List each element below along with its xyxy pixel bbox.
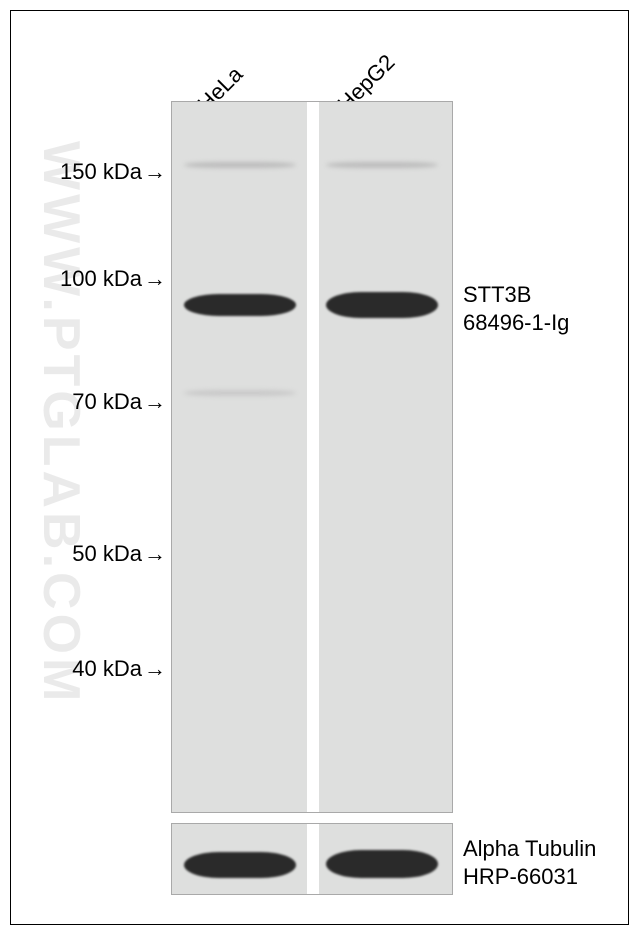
arrow-icon: → xyxy=(144,541,166,567)
loading-catalog: HRP-66031 xyxy=(463,863,596,891)
marker-label: 150 kDa xyxy=(60,159,142,185)
arrow-icon: → xyxy=(144,656,166,682)
band-lane2-tubulin xyxy=(326,850,438,878)
target-name: STT3B xyxy=(463,281,569,309)
arrow-icon: → xyxy=(144,266,166,292)
lane-gap xyxy=(307,824,319,894)
lane-gap xyxy=(307,102,319,812)
band-lane1-70k xyxy=(184,390,296,396)
marker-150: 150 kDa→ xyxy=(11,159,166,185)
loading-label: Alpha Tubulin HRP-66031 xyxy=(463,835,596,890)
band-lane2-stt3b xyxy=(326,292,438,318)
marker-40: 40 kDa→ xyxy=(11,656,166,682)
band-lane1-150k xyxy=(184,162,296,168)
marker-label: 70 kDa xyxy=(72,389,142,415)
figure-frame: WWW.PTGLAB.COM HeLa HepG2 150 kDa→ 100 k… xyxy=(10,10,629,925)
main-blot xyxy=(171,101,453,813)
marker-label: 100 kDa xyxy=(60,266,142,292)
marker-label: 50 kDa xyxy=(72,541,142,567)
tubulin-blot xyxy=(171,823,453,895)
watermark-text: WWW.PTGLAB.COM xyxy=(31,141,91,705)
marker-100: 100 kDa→ xyxy=(11,266,166,292)
marker-50: 50 kDa→ xyxy=(11,541,166,567)
target-label: STT3B 68496-1-Ig xyxy=(463,281,569,336)
loading-name: Alpha Tubulin xyxy=(463,835,596,863)
marker-label: 40 kDa xyxy=(72,656,142,682)
marker-70: 70 kDa→ xyxy=(11,389,166,415)
target-catalog: 68496-1-Ig xyxy=(463,309,569,337)
band-lane1-tubulin xyxy=(184,852,296,878)
band-lane1-stt3b xyxy=(184,294,296,316)
arrow-icon: → xyxy=(144,159,166,185)
band-lane2-150k xyxy=(326,162,438,168)
arrow-icon: → xyxy=(144,389,166,415)
